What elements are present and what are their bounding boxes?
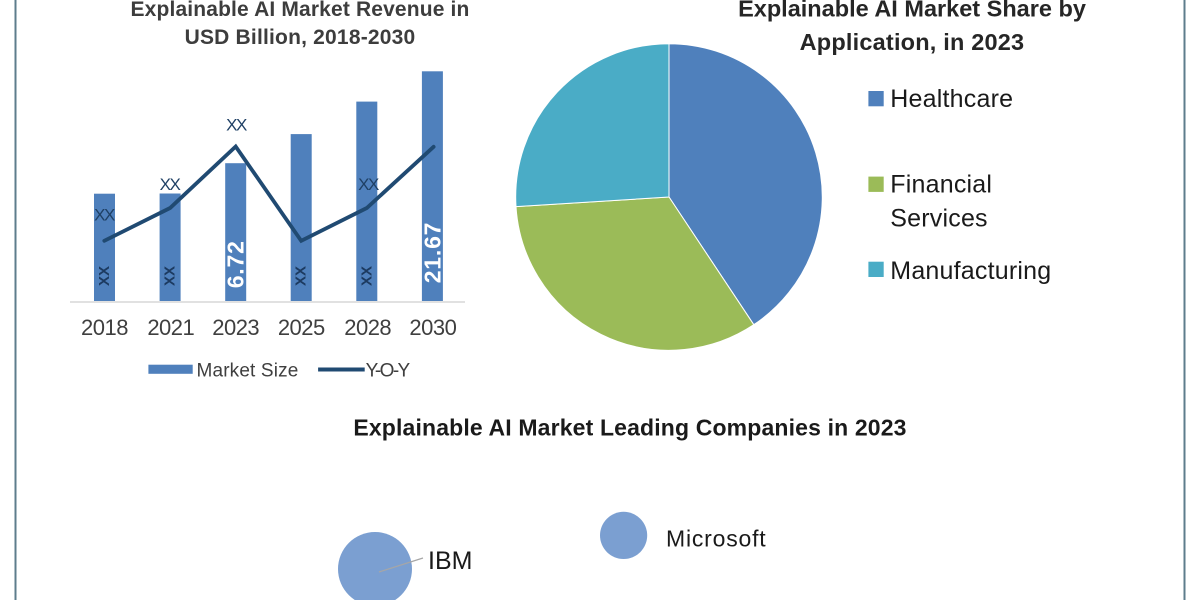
- svg-text:Market Size: Market Size: [197, 361, 299, 382]
- svg-text:Microsoft: Microsoft: [666, 526, 767, 552]
- svg-text:XX: XX: [358, 175, 379, 194]
- svg-text:XX: XX: [226, 116, 247, 135]
- svg-text:Explainable AI Market Share by: Explainable AI Market Share by: [738, 0, 1086, 22]
- svg-text:21.67: 21.67: [419, 222, 445, 284]
- svg-text:Healthcare: Healthcare: [890, 85, 1013, 113]
- svg-text:2028: 2028: [344, 315, 391, 340]
- svg-text:XX: XX: [358, 266, 375, 286]
- svg-text:XX: XX: [293, 266, 310, 286]
- svg-text:2030: 2030: [409, 315, 456, 340]
- svg-text:Explainable AI Market Leading: Explainable AI Market Leading Companies …: [353, 415, 906, 441]
- svg-text:2025: 2025: [278, 315, 325, 340]
- svg-text:Explainable AI Market Revenue: Explainable AI Market Revenue in: [131, 0, 470, 21]
- svg-text:XX: XX: [160, 175, 181, 194]
- svg-text:XX: XX: [162, 266, 179, 286]
- svg-text:2023: 2023: [212, 315, 259, 340]
- svg-text:Financial: Financial: [890, 171, 992, 199]
- svg-text:Manufacturing: Manufacturing: [890, 257, 1051, 285]
- svg-text:IBM: IBM: [428, 547, 472, 575]
- svg-text:XX: XX: [94, 206, 115, 225]
- svg-text:Services: Services: [890, 204, 987, 232]
- svg-text:Y-O-Y: Y-O-Y: [366, 361, 411, 382]
- svg-text:2021: 2021: [147, 315, 194, 340]
- svg-text:Application, in 2023: Application, in 2023: [800, 29, 1025, 55]
- svg-text:USD Billion, 2018-2030: USD Billion, 2018-2030: [185, 26, 416, 49]
- svg-text:2018: 2018: [81, 315, 128, 340]
- svg-text:6.72: 6.72: [223, 240, 249, 288]
- svg-text:XX: XX: [96, 266, 113, 286]
